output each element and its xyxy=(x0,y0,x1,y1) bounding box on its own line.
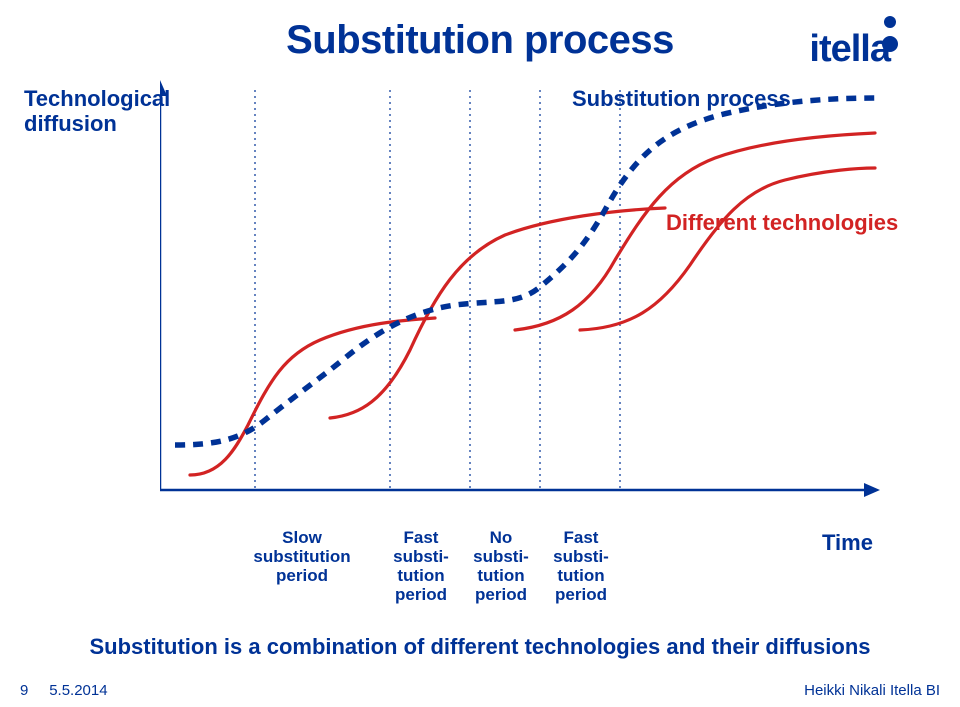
chart-area xyxy=(160,80,880,520)
x-axis-labels: SlowsubstitutionperiodFastsubsti-tutionp… xyxy=(160,528,880,618)
brand-logo: itella xyxy=(809,28,890,71)
footer-author: Heikki Nikali Itella BI xyxy=(804,682,940,699)
x-axis-period-label: Nosubsti-tutionperiod xyxy=(461,528,541,604)
footer-page-number: 9 xyxy=(20,682,28,699)
y-axis-label: Technological diffusion xyxy=(24,86,159,137)
footer-date: 5.5.2014 xyxy=(49,682,107,699)
footer-left: 9 5.5.2014 xyxy=(20,682,108,699)
time-label: Time xyxy=(822,530,873,556)
x-axis-period-label: Slowsubstitutionperiod xyxy=(232,528,372,585)
conclusion-text: Substitution is a combination of differe… xyxy=(0,634,960,660)
chart-svg xyxy=(160,80,880,520)
x-axis-period-label: Fastsubsti-tutionperiod xyxy=(381,528,461,604)
x-axis-period-label: Fastsubsti-tutionperiod xyxy=(536,528,626,604)
brand-logo-dots xyxy=(878,14,902,54)
